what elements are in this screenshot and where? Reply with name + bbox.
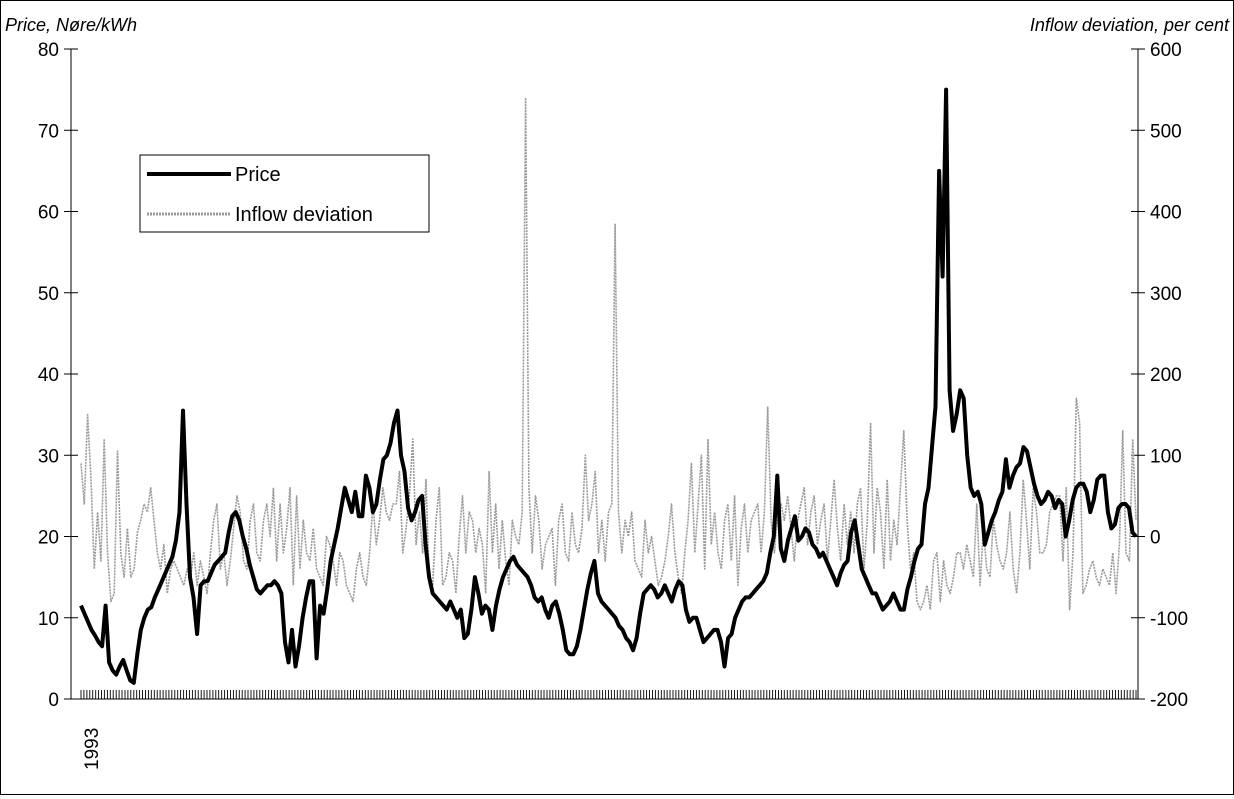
right-tick-label: 500 <box>1150 121 1182 142</box>
left-tick-label: 0 <box>48 690 59 711</box>
series-line-inflow-deviation <box>80 97 1137 611</box>
left-tick-label: 70 <box>38 121 59 142</box>
right-tick-label: 100 <box>1150 446 1182 467</box>
x-axis-ticks <box>80 690 1137 699</box>
left-tick-label: 30 <box>38 446 59 467</box>
left-tick-label: 80 <box>38 40 59 61</box>
right-tick-label: 300 <box>1150 284 1182 305</box>
right-tick-label: -200 <box>1150 690 1188 711</box>
left-tick-label: 50 <box>38 284 59 305</box>
right-tick-label: -100 <box>1150 609 1188 630</box>
legend: Price Inflow deviation <box>139 154 430 233</box>
left-axis-title: Price, Nøre/kWh <box>5 15 137 35</box>
right-tick-label: 200 <box>1150 365 1182 386</box>
right-tick-label: 400 <box>1150 203 1182 224</box>
right-tick-label: 0 <box>1150 528 1161 549</box>
left-tick-label: 60 <box>38 203 59 224</box>
x-tick-label-1993: 1993 <box>82 728 103 770</box>
legend-box <box>139 154 430 233</box>
left-tick-label: 20 <box>38 528 59 549</box>
left-tick-label: 40 <box>38 365 59 386</box>
right-axis-title: Inflow deviation, per cent <box>1030 15 1230 35</box>
legend-label-inflow: Inflow deviation <box>235 204 373 226</box>
series-line-price <box>79 87 1138 685</box>
left-axis-ticks: 0 10 20 30 40 50 60 70 80 <box>38 40 78 711</box>
right-axis-ticks: -200 -100 0 100 200 300 400 500 600 <box>1131 40 1188 711</box>
right-tick-label: 600 <box>1150 40 1182 61</box>
left-tick-label: 10 <box>38 609 59 630</box>
axes <box>70 49 1139 700</box>
legend-label-price: Price <box>235 164 281 186</box>
series-layer <box>79 87 1138 685</box>
x-tick-marks <box>80 690 1137 699</box>
